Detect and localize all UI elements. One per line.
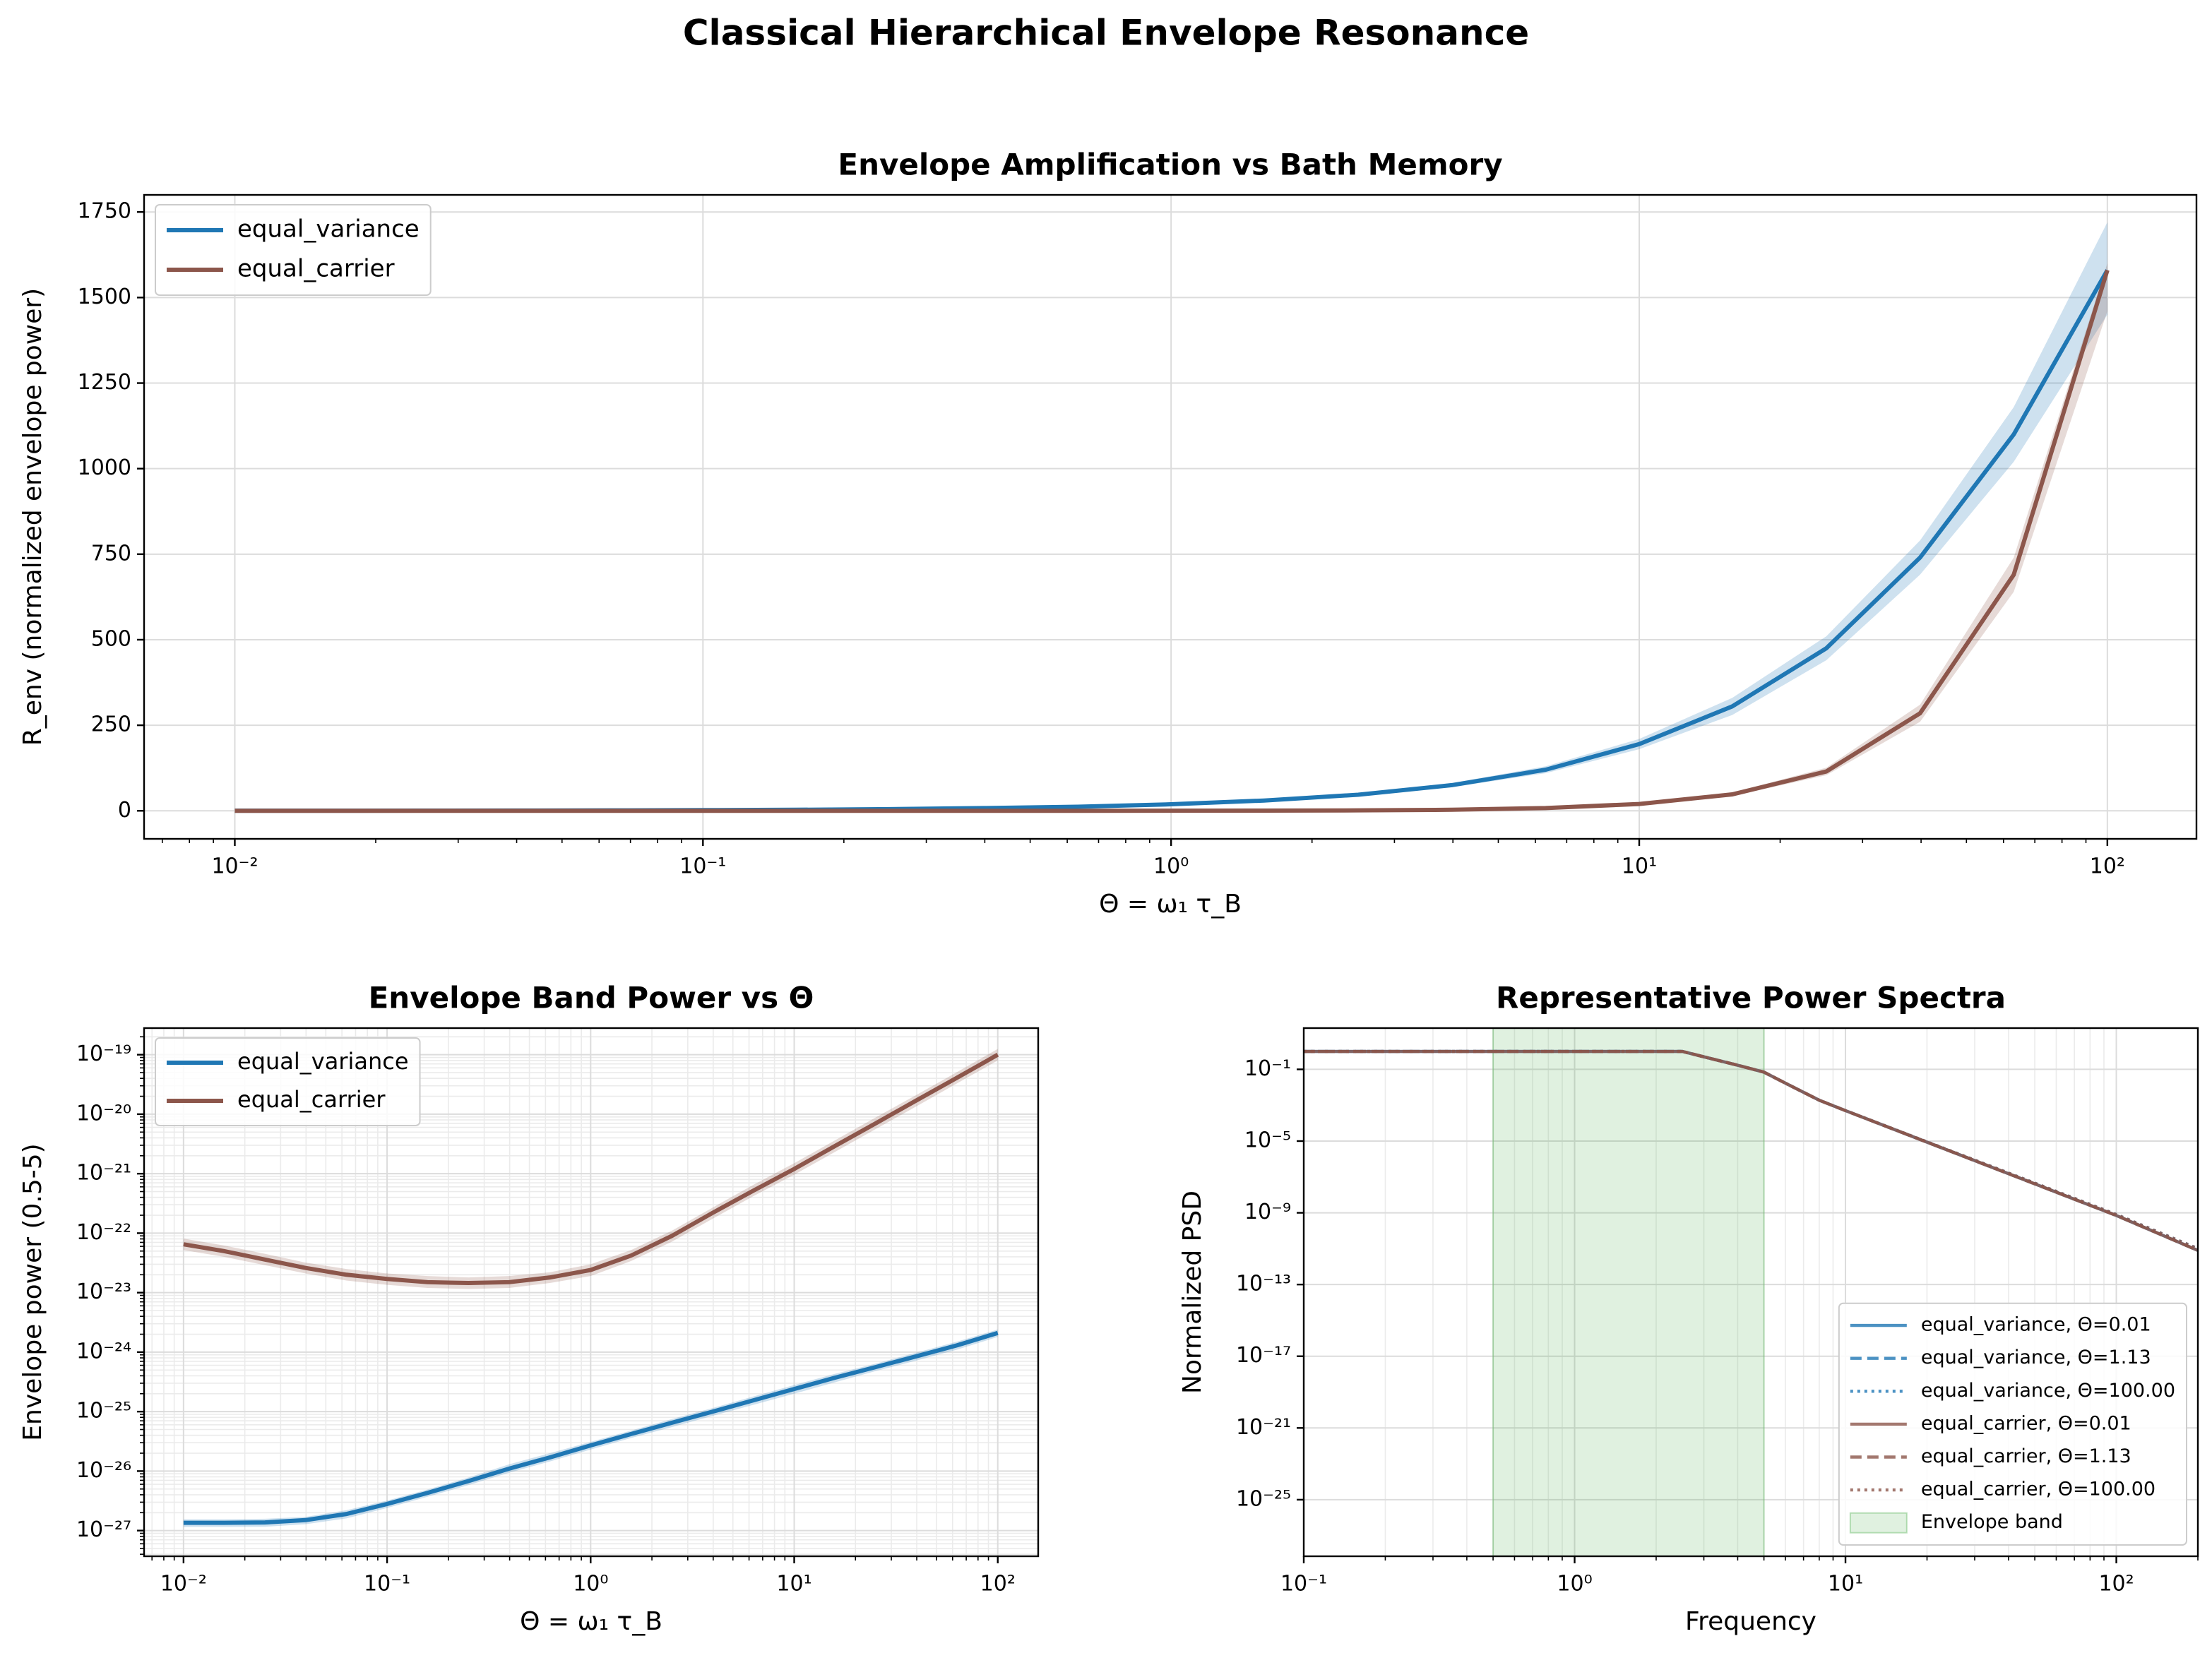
y-tick-label: 10⁻²¹ — [76, 1161, 131, 1186]
figure-title: Classical Hierarchical Envelope Resonanc… — [683, 13, 1529, 54]
legend: equal_variance equal_carrier — [155, 1037, 421, 1126]
y-tick-label: 10⁻²⁴ — [76, 1339, 131, 1363]
line — [183, 1053, 999, 1286]
legend-label: Envelope band — [1921, 1511, 2063, 1533]
y-tick-label: 10⁻¹³ — [1236, 1272, 1291, 1296]
y-tick-label: 1750 — [78, 199, 131, 224]
y-tick-label: 10⁻²¹ — [1236, 1415, 1291, 1440]
line — [234, 269, 2110, 813]
y-tick-label: 10⁻¹⁷ — [1236, 1343, 1291, 1368]
line — [183, 1330, 999, 1525]
y-tick-label: 10⁻²³ — [76, 1279, 131, 1304]
x-tick-label: 10¹ — [1828, 1572, 1863, 1597]
y-axis-label: R_env (normalized envelope power) — [18, 288, 47, 746]
legend-label: equal_variance — [237, 215, 420, 244]
axes-title: Envelope Amplification vs Bath Memory — [838, 148, 1502, 182]
y-tick-label: 250 — [91, 712, 131, 737]
y-tick-label: 0 — [118, 798, 131, 823]
x-tick-label: 10⁻² — [160, 1572, 207, 1597]
y-tick-label: 10⁻²⁷ — [76, 1517, 131, 1542]
y-tick-label: 10⁻²⁰ — [76, 1101, 131, 1126]
y-tick-label: 1000 — [78, 455, 131, 480]
y-tick-label: 10⁻²⁵ — [1236, 1486, 1291, 1511]
y-tick-label: 10⁻²⁵ — [76, 1399, 131, 1424]
y-tick-label: 1500 — [78, 285, 131, 309]
x-axis-label: Frequency — [1685, 1607, 1816, 1636]
y-axis-label: Normalized PSD — [1178, 1190, 1207, 1394]
legend-box — [1838, 1302, 2187, 1546]
x-tick-label: 10⁻² — [211, 854, 258, 879]
confidence-band — [183, 1049, 998, 1289]
legend-label: equal_carrier — [237, 255, 395, 283]
y-axis-label: Envelope power (0.5-5) — [18, 1143, 47, 1440]
y-tick-label: 1250 — [78, 370, 131, 395]
y-tick-label: 500 — [91, 626, 131, 651]
legend-box — [155, 1037, 421, 1126]
x-tick-label: 10⁰ — [1153, 854, 1189, 879]
plot-area — [1304, 1028, 2198, 1556]
envelope-band — [1492, 1028, 1765, 1556]
y-tick-label: 750 — [91, 541, 131, 566]
x-tick-label: 10¹ — [776, 1572, 811, 1597]
axes-title: Representative Power Spectra — [1496, 981, 2006, 1015]
legend-label: equal_carrier — [237, 1086, 386, 1113]
x-tick-label: 10¹ — [1622, 854, 1657, 879]
legend-label: equal_carrier, Θ=1.13 — [1921, 1445, 2131, 1467]
y-tick-label: 10⁻¹⁹ — [76, 1042, 131, 1066]
legend-label: equal_variance, Θ=100.00 — [1921, 1380, 2175, 1402]
x-tick-label: 10⁰ — [1557, 1572, 1592, 1597]
y-tick-label: 10⁻²⁶ — [76, 1458, 131, 1483]
plot-area — [183, 1049, 999, 1527]
y-tick-label: 10⁻¹ — [1244, 1056, 1291, 1081]
x-tick-label: 10⁻¹ — [679, 854, 726, 879]
line — [1304, 1049, 2198, 1251]
plot-area — [234, 222, 2110, 813]
y-tick-label: 10⁻⁹ — [1244, 1200, 1291, 1224]
x-tick-label: 10² — [2090, 854, 2125, 879]
legend: equal_variance equal_carrier — [155, 204, 432, 296]
legend-box — [155, 204, 432, 296]
legend-swatch — [1849, 1512, 1908, 1534]
y-tick-label: 10⁻⁵ — [1244, 1128, 1291, 1153]
axes-title: Envelope Band Power vs Θ — [369, 981, 814, 1015]
x-axis-label: Θ = ω₁ τ_B — [1099, 890, 1242, 919]
x-tick-label: 10² — [2098, 1572, 2134, 1597]
y-tick-label: 10⁻²² — [76, 1220, 131, 1245]
legend-label: equal_variance — [237, 1048, 409, 1075]
x-tick-label: 10⁻¹ — [364, 1572, 410, 1597]
legend-label: equal_variance, Θ=1.13 — [1921, 1347, 2151, 1368]
x-tick-label: 10⁰ — [573, 1572, 608, 1597]
x-tick-label: 10⁻¹ — [1280, 1572, 1327, 1597]
x-tick-label: 10² — [980, 1572, 1016, 1597]
x-axis-label: Θ = ω₁ τ_B — [520, 1607, 662, 1636]
legend: equal_variance, Θ=0.01 equal_variance, Θ=… — [1838, 1302, 2187, 1546]
legend-label: equal_variance, Θ=0.01 — [1921, 1314, 2151, 1336]
legend-label: equal_carrier, Θ=100.00 — [1921, 1479, 2155, 1500]
axes-frame — [1302, 1027, 2199, 1558]
legend-label: equal_carrier, Θ=0.01 — [1921, 1412, 2131, 1434]
